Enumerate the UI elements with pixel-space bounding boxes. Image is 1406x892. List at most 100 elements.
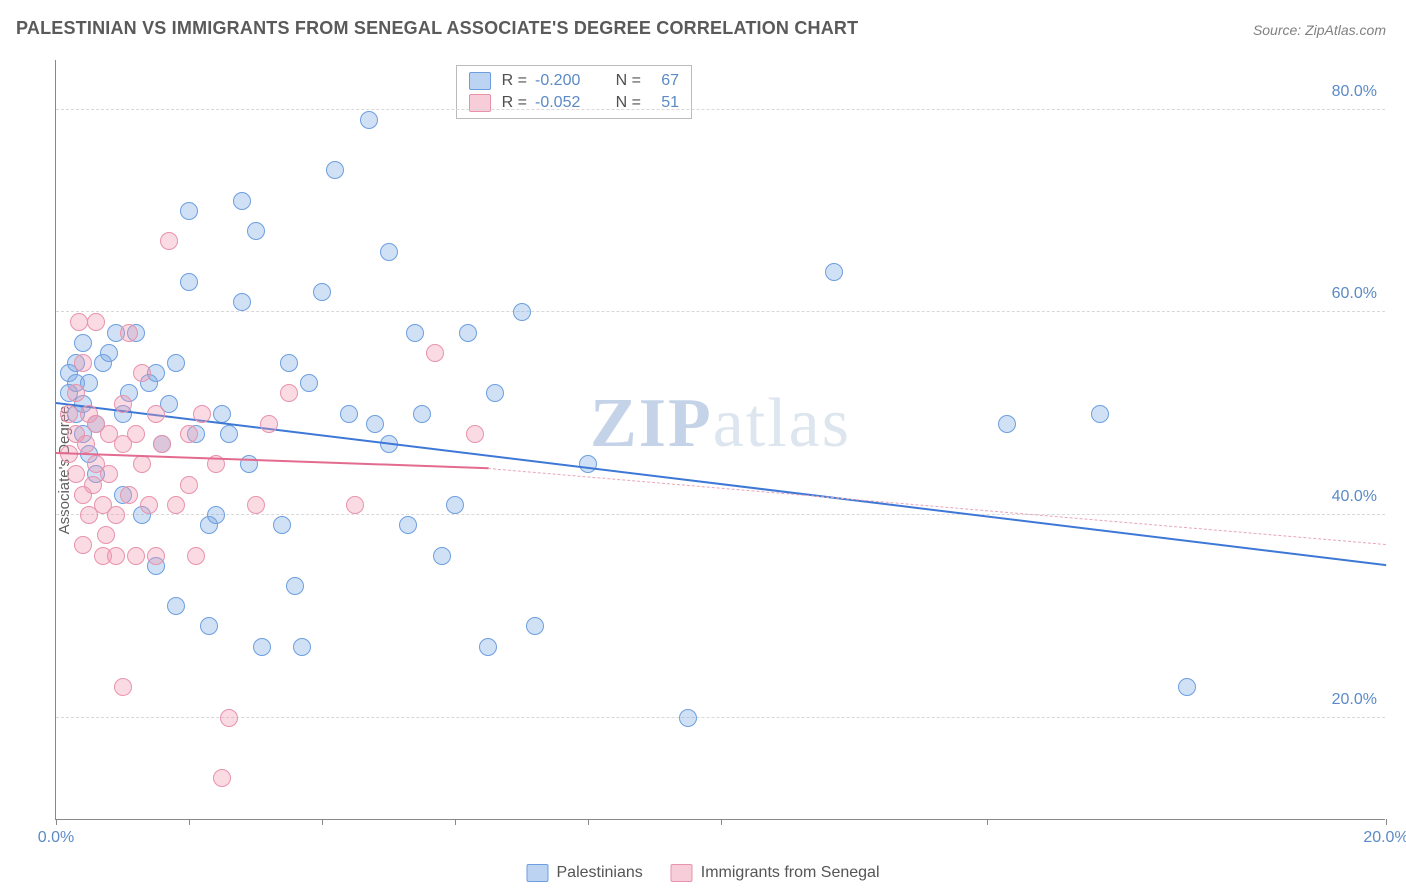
data-point	[247, 496, 265, 514]
data-point	[120, 486, 138, 504]
legend-item-palestinians: Palestinians	[526, 864, 642, 882]
data-point	[84, 476, 102, 494]
data-point	[399, 516, 417, 534]
data-point	[825, 263, 843, 281]
x-tick	[56, 819, 57, 825]
data-point	[466, 425, 484, 443]
data-point	[160, 232, 178, 250]
data-point	[193, 405, 211, 423]
data-point	[167, 597, 185, 615]
x-tick	[1386, 819, 1387, 825]
n-value: 67	[649, 72, 679, 90]
data-point	[426, 344, 444, 362]
data-point	[187, 547, 205, 565]
x-tick	[721, 819, 722, 825]
data-point	[133, 455, 151, 473]
gridline	[56, 311, 1385, 312]
data-point	[97, 526, 115, 544]
data-point	[114, 678, 132, 696]
data-point	[167, 354, 185, 372]
swatch-icon	[526, 864, 548, 882]
data-point	[107, 506, 125, 524]
data-point	[77, 435, 95, 453]
data-point	[340, 405, 358, 423]
data-point	[180, 476, 198, 494]
y-tick-label: 60.0%	[1332, 285, 1377, 303]
x-tick	[987, 819, 988, 825]
data-point	[273, 516, 291, 534]
data-point	[253, 638, 271, 656]
data-point	[70, 313, 88, 331]
data-point	[147, 547, 165, 565]
legend-item-senegal: Immigrants from Senegal	[671, 864, 880, 882]
data-point	[180, 202, 198, 220]
data-point	[107, 547, 125, 565]
data-point	[260, 415, 278, 433]
x-tick-label: 0.0%	[38, 829, 74, 847]
data-point	[326, 161, 344, 179]
data-point	[366, 415, 384, 433]
watermark: ZIPatlas	[590, 384, 851, 464]
source-label: Source: ZipAtlas.com	[1253, 22, 1386, 38]
x-tick	[588, 819, 589, 825]
data-point	[1091, 405, 1109, 423]
data-point	[74, 536, 92, 554]
data-point	[479, 638, 497, 656]
data-point	[74, 354, 92, 372]
data-point	[153, 435, 171, 453]
data-point	[180, 273, 198, 291]
n-label: N =	[613, 72, 641, 90]
data-point	[313, 283, 331, 301]
r-label: R =	[499, 72, 527, 90]
data-point	[679, 709, 697, 727]
data-point	[413, 405, 431, 423]
stats-row-palestinians: R = -0.200 N = 67	[457, 70, 691, 92]
gridline	[56, 514, 1385, 515]
data-point	[360, 111, 378, 129]
r-value: -0.200	[535, 72, 605, 90]
stats-row-senegal: R = -0.052 N = 51	[457, 92, 691, 114]
y-tick-label: 80.0%	[1332, 83, 1377, 101]
gridline	[56, 109, 1385, 110]
plot-area: ZIPatlas R = -0.200 N = 67 R = -0.052 N …	[55, 60, 1385, 820]
data-point	[486, 384, 504, 402]
data-point	[87, 313, 105, 331]
data-point	[220, 709, 238, 727]
swatch-icon	[671, 864, 693, 882]
data-point	[74, 334, 92, 352]
chart-container: Associate's Degree ZIPatlas R = -0.200 N…	[10, 55, 1396, 885]
bottom-legend: Palestinians Immigrants from Senegal	[526, 864, 879, 882]
data-point	[100, 465, 118, 483]
data-point	[100, 344, 118, 362]
data-point	[526, 617, 544, 635]
gridline	[56, 717, 1385, 718]
trend-line	[56, 452, 488, 469]
x-tick-label: 20.0%	[1363, 829, 1406, 847]
x-tick	[189, 819, 190, 825]
data-point	[67, 384, 85, 402]
data-point	[147, 405, 165, 423]
data-point	[213, 769, 231, 787]
data-point	[60, 405, 78, 423]
data-point	[446, 496, 464, 514]
data-point	[998, 415, 1016, 433]
data-point	[120, 324, 138, 342]
data-point	[233, 293, 251, 311]
data-point	[167, 496, 185, 514]
data-point	[200, 617, 218, 635]
data-point	[513, 303, 531, 321]
data-point	[1178, 678, 1196, 696]
data-point	[346, 496, 364, 514]
data-point	[233, 192, 251, 210]
data-point	[127, 547, 145, 565]
stats-legend: R = -0.200 N = 67 R = -0.052 N = 51	[456, 65, 692, 119]
data-point	[180, 425, 198, 443]
data-point	[280, 354, 298, 372]
data-point	[293, 638, 311, 656]
data-point	[127, 425, 145, 443]
y-tick-label: 40.0%	[1332, 488, 1377, 506]
legend-label: Immigrants from Senegal	[701, 864, 880, 882]
swatch-palestinians	[469, 72, 491, 90]
data-point	[140, 496, 158, 514]
data-point	[579, 455, 597, 473]
